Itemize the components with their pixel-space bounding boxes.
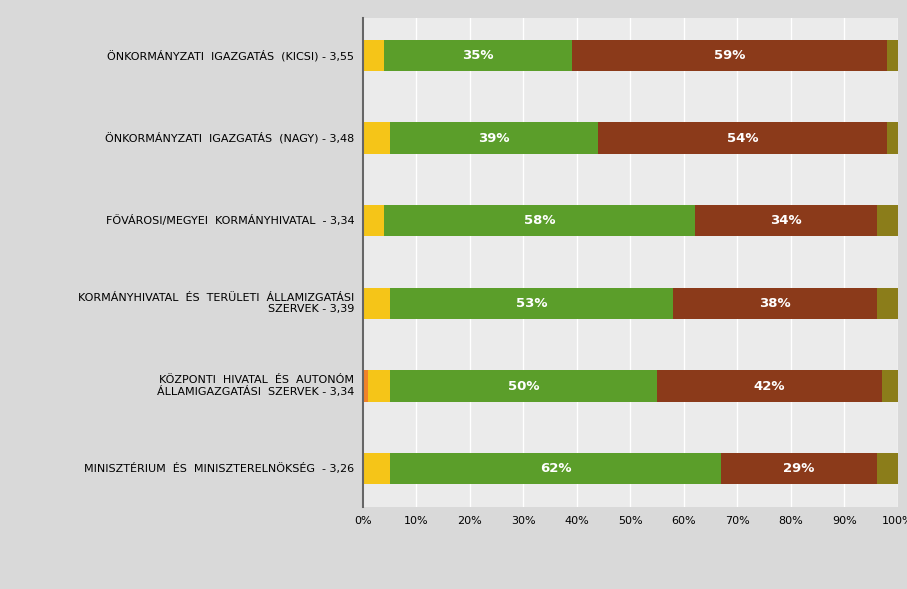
Bar <box>887 123 898 154</box>
Bar <box>363 453 390 484</box>
Text: 62%: 62% <box>540 462 571 475</box>
Bar <box>363 287 390 319</box>
Bar <box>695 205 876 237</box>
Bar <box>876 287 898 319</box>
Bar <box>385 205 695 237</box>
Bar <box>363 205 385 237</box>
Text: 58%: 58% <box>523 214 555 227</box>
Bar <box>368 370 390 402</box>
Bar <box>390 287 673 319</box>
Text: 35%: 35% <box>462 49 493 62</box>
Text: 34%: 34% <box>770 214 802 227</box>
Bar <box>721 453 876 484</box>
Text: 42%: 42% <box>754 379 785 392</box>
Bar <box>882 370 898 402</box>
Text: 39%: 39% <box>478 132 510 145</box>
Bar <box>887 40 898 71</box>
Bar <box>599 123 887 154</box>
Bar <box>390 370 657 402</box>
Bar <box>363 40 385 71</box>
Bar <box>876 205 898 237</box>
Bar <box>363 123 390 154</box>
Text: 54%: 54% <box>727 132 758 145</box>
Bar <box>571 40 887 71</box>
Bar <box>657 370 882 402</box>
Bar <box>390 453 721 484</box>
Text: 29%: 29% <box>784 462 814 475</box>
Bar <box>876 453 898 484</box>
Text: 38%: 38% <box>759 297 791 310</box>
Text: 50%: 50% <box>508 379 539 392</box>
Bar <box>363 370 368 402</box>
Text: 59%: 59% <box>714 49 745 62</box>
Bar <box>385 40 571 71</box>
Bar <box>390 123 599 154</box>
Text: 53%: 53% <box>515 297 547 310</box>
Bar <box>673 287 876 319</box>
